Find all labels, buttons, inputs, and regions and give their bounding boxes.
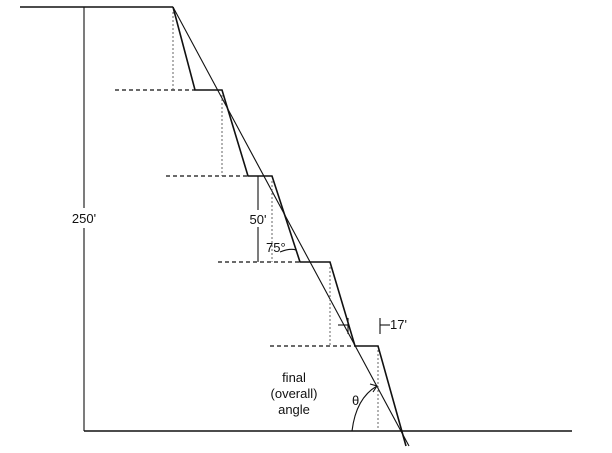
final-angle-label-line3: angle [278,402,310,417]
final-angle-label-line1: final [282,370,306,385]
face-angle-arc [279,248,297,253]
bench-width-label: 17' [390,317,407,332]
face-angle-label: 75° [266,240,286,255]
overall-slope-line [172,6,410,447]
theta-arrowhead [369,383,378,393]
bench-height-label: 50' [250,212,267,227]
bench-profile [172,6,407,447]
theta-label: θ [352,393,359,408]
total-height-label: 250' [72,211,96,226]
theta-arc [351,385,378,432]
final-angle-label-line2: (overall) [271,386,318,401]
